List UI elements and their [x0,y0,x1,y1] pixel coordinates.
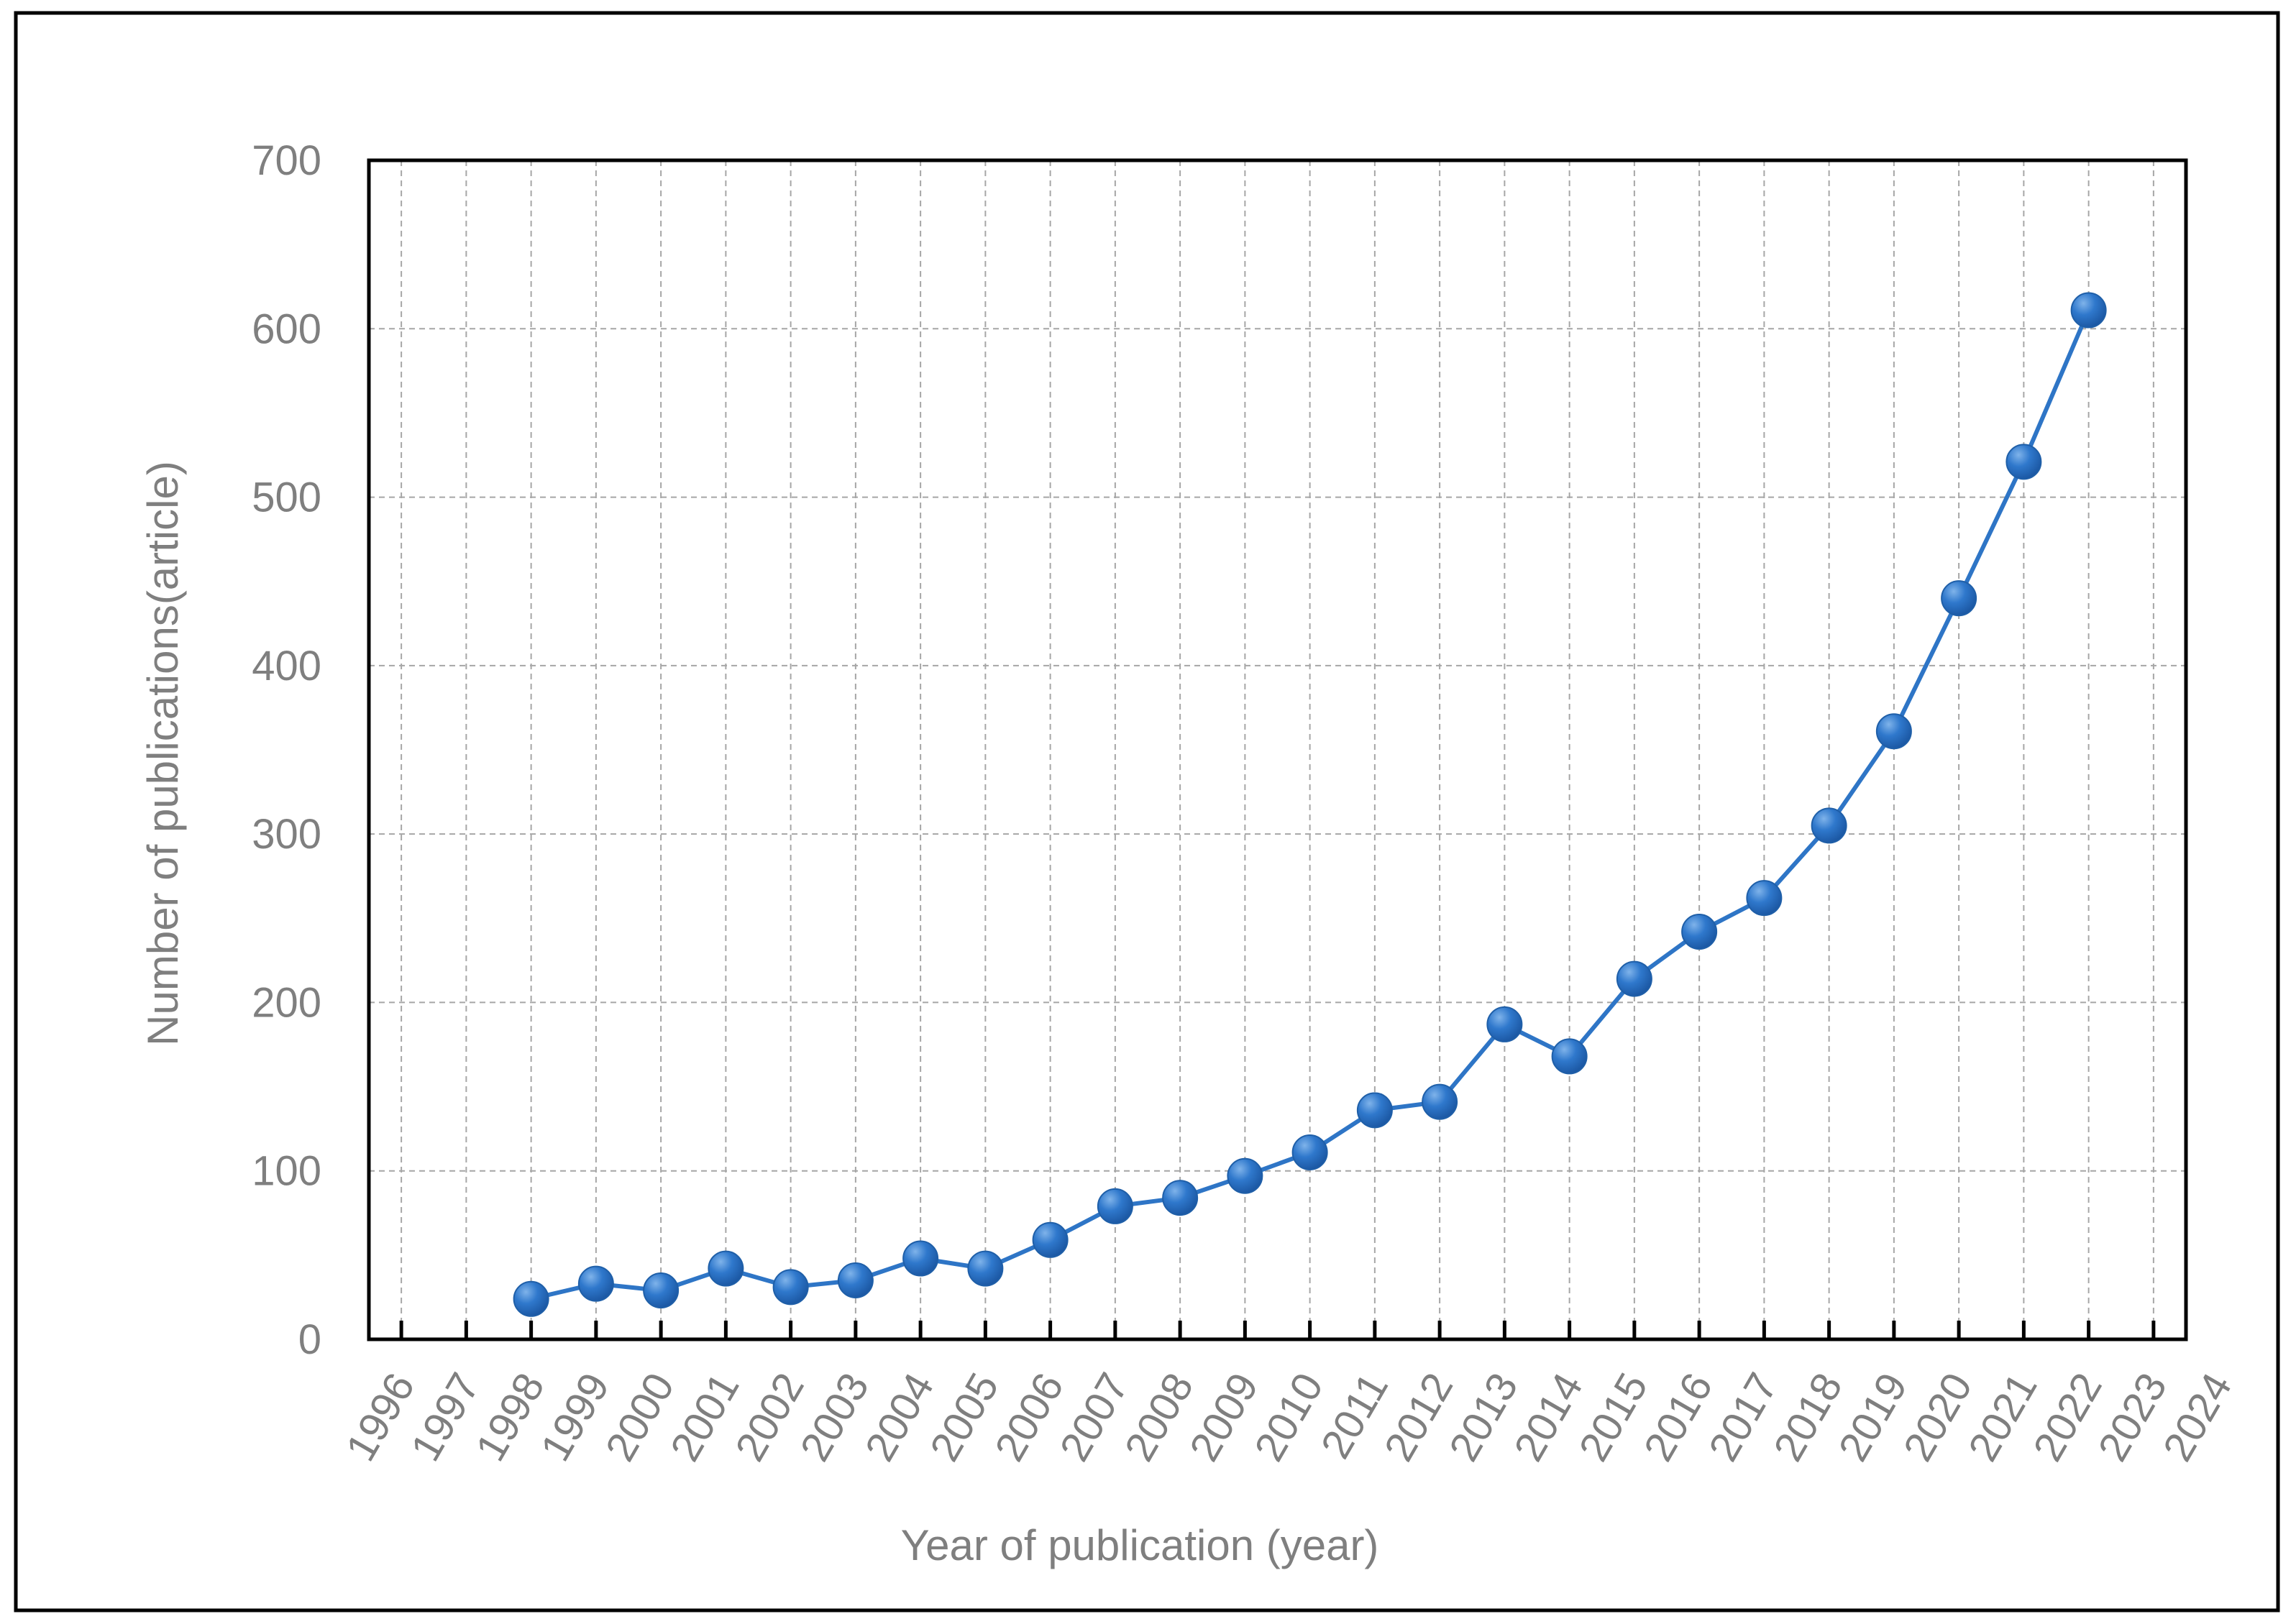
data-point [1032,1221,1069,1258]
data-point [772,1269,809,1306]
data-point [1746,880,1783,917]
data-point [1551,1038,1588,1075]
y-axis-tick-labels: 0 100 200 300 400 500 600 700 [252,137,321,1363]
data-point [2070,292,2107,329]
data-point [1875,713,1912,750]
y-tick-label: 0 [298,1316,321,1363]
data-point [967,1250,1004,1287]
data-point [1616,960,1652,997]
x-axis-title: Year of publication (year) [901,1521,1379,1569]
y-tick-label: 600 [252,306,321,352]
y-axis-title: Number of publications(article) [139,461,187,1046]
y-tick-label: 100 [252,1148,321,1195]
data-point [1681,914,1718,950]
data-point [1486,1006,1523,1042]
data-point [1811,807,1847,844]
data-point [2005,444,2042,480]
data-point [1941,580,1977,617]
data-point [1097,1188,1133,1224]
data-point [577,1265,614,1302]
y-tick-label: 400 [252,643,321,689]
data-point [643,1272,680,1309]
plot-area-border [367,158,2188,1341]
outer-frame [14,11,2280,1612]
series-layer [513,292,2107,1317]
y-tick-label: 500 [252,474,321,521]
data-point [1227,1157,1263,1194]
data-point [513,1280,549,1317]
y-tick-label: 200 [252,979,321,1026]
data-point [1356,1092,1393,1129]
x-axis-ticks [399,1321,2156,1339]
grid [369,160,2186,1339]
y-tick-label: 300 [252,811,321,858]
data-point [1162,1180,1199,1216]
data-point [708,1250,744,1287]
data-point [1291,1134,1328,1170]
data-point [1422,1083,1458,1120]
y-tick-label: 700 [252,137,321,184]
data-point [902,1240,939,1277]
data-point [837,1262,874,1298]
